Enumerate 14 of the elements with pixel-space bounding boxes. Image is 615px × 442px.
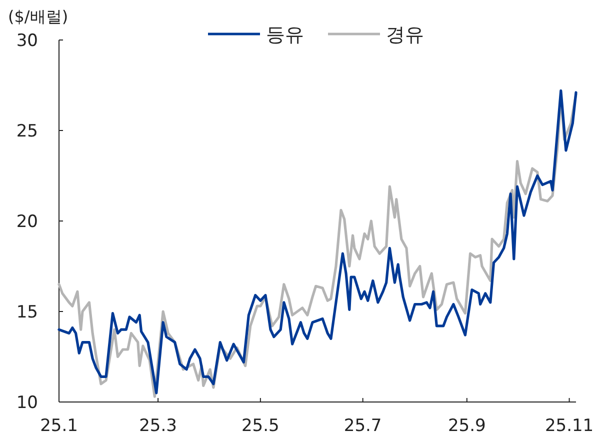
- x-tick-label: 25.3: [139, 416, 177, 436]
- x-tick-label: 25.11: [544, 416, 594, 436]
- y-tick-label: 20: [16, 212, 38, 232]
- x-tick-label: 25.5: [242, 416, 280, 436]
- x-tick-label: 25.1: [40, 416, 78, 436]
- x-tick-label: 25.7: [344, 416, 382, 436]
- y-axis-title: ($/배럴): [8, 7, 68, 26]
- y-tick-label: 10: [16, 393, 38, 413]
- x-tick-label: 25.9: [448, 416, 486, 436]
- y-tick-label: 25: [16, 122, 38, 142]
- legend-label: 경유: [386, 24, 424, 46]
- y-tick-label: 15: [16, 302, 38, 322]
- y-tick-label: 30: [16, 31, 38, 51]
- legend-label: 등유: [266, 24, 304, 46]
